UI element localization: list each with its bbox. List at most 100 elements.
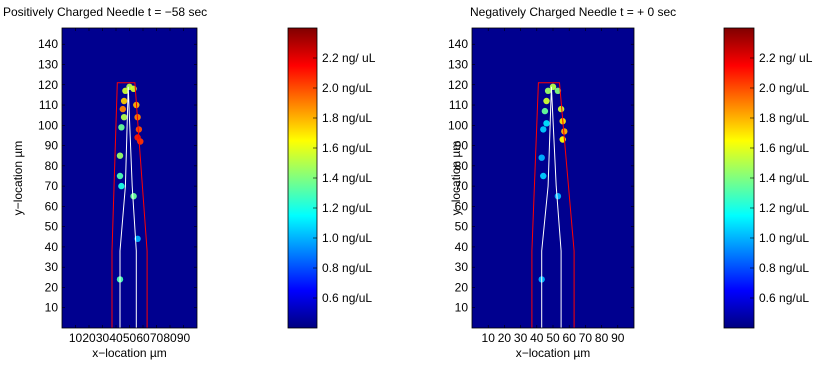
hotspot — [118, 124, 125, 131]
y-tick-label: 90 — [455, 139, 469, 153]
hotspot — [543, 120, 550, 127]
hotspot — [554, 193, 562, 200]
y-tick-label: 130 — [38, 57, 58, 71]
y-tick-label: 130 — [448, 57, 468, 71]
x-tick-label: 50 — [123, 331, 137, 345]
y-tick-label: 40 — [45, 240, 59, 254]
colorbar-tick-label: 2.0 ng/uL — [322, 81, 372, 95]
y-tick-label: 10 — [455, 301, 469, 315]
colorbar-tick-label: 1.0 ng/uL — [759, 231, 809, 245]
hotspot — [544, 87, 552, 95]
heatmap-background — [472, 28, 634, 328]
needle-centerline — [119, 86, 137, 328]
y-tick-label: 30 — [455, 260, 469, 274]
hotspot — [543, 97, 550, 105]
x-tick-label: 90 — [177, 331, 191, 345]
heatmap-layer — [111, 82, 148, 328]
hotspot — [120, 97, 128, 105]
hotspot — [541, 107, 549, 115]
colorbar-tick-label: 2.2 ng/ uL — [759, 51, 813, 65]
colorbar-tick-label: 1.6 ng/uL — [759, 141, 809, 155]
hotspot — [122, 87, 129, 95]
y-tick-label: 20 — [455, 280, 469, 294]
hotspot — [137, 138, 144, 145]
chart-title: Negatively Charged Needle t = + 0 sec — [470, 5, 676, 19]
x-tick-label: 20 — [82, 331, 96, 345]
colorbar-tick-label: 1.0 ng/uL — [322, 231, 372, 245]
x-tick-label: 30 — [514, 331, 528, 345]
y-tick-label: 50 — [45, 220, 59, 234]
y-tick-label: 50 — [455, 220, 469, 234]
needle-outline — [111, 82, 148, 328]
colorbar-tick-label: 1.4 ng/uL — [759, 171, 809, 185]
x-tick-label: 50 — [546, 331, 560, 345]
y-tick-label: 100 — [448, 118, 468, 132]
heatmap-layer — [531, 82, 575, 328]
y-tick-label: 120 — [448, 78, 468, 92]
y-tick-label: 80 — [455, 159, 469, 173]
y-tick-label: 60 — [45, 199, 59, 213]
y-tick-label: 100 — [38, 118, 58, 132]
y-axis-label: y−location µm — [11, 141, 25, 216]
colorbar-tick-label: 0.8 ng/uL — [759, 261, 809, 275]
y-tick-label: 70 — [45, 179, 59, 193]
hotspot — [118, 182, 125, 190]
hotspot — [135, 126, 143, 133]
y-tick-label: 60 — [455, 199, 469, 213]
hotspot — [540, 126, 547, 133]
y-tick-label: 70 — [455, 179, 469, 193]
heatmap-background — [62, 28, 197, 328]
x-tick-label: 90 — [611, 331, 625, 345]
colorbar-tick-label: 1.6 ng/uL — [322, 141, 372, 155]
y-axis-label: y−location µm — [449, 141, 463, 216]
hotspot — [119, 105, 127, 113]
x-tick-label: 60 — [563, 331, 577, 345]
x-tick-label: 10 — [69, 331, 83, 345]
colorbar-tick-label: 1.8 ng/uL — [322, 111, 372, 125]
y-tick-label: 110 — [449, 98, 468, 112]
x-tick-label: 60 — [136, 331, 150, 345]
hotspot — [554, 87, 562, 95]
x-tick-label: 70 — [150, 331, 164, 345]
chart-title: Positively Charged Needle t = −58 sec — [3, 5, 207, 19]
colorbar-tick-label: 0.6 ng/uL — [322, 291, 372, 305]
needle-centerline — [541, 86, 562, 328]
x-tick-label: 40 — [530, 331, 544, 345]
x-axis-label: x−location µm — [516, 346, 591, 360]
colorbar-tick-label: 0.6 ng/uL — [759, 291, 809, 305]
hotspot — [120, 114, 128, 121]
colorbar — [287, 27, 318, 329]
colorbar — [723, 27, 755, 329]
y-tick-label: 20 — [45, 280, 59, 294]
chart-2: Negatively Charged Needle t = + 0 sec102… — [448, 5, 813, 360]
colorbar-tick-label: 0.8 ng/uL — [322, 261, 372, 275]
x-tick-label: 70 — [579, 331, 593, 345]
needle-outline — [531, 82, 575, 328]
colorbar-tick-label: 1.2 ng/uL — [759, 201, 809, 215]
x-axis-label: x−location µm — [92, 346, 167, 360]
x-tick-label: 80 — [163, 331, 177, 345]
y-tick-label: 120 — [38, 78, 58, 92]
y-tick-label: 140 — [38, 37, 58, 51]
chart-1: Positively Charged Needle t = −58 sec102… — [3, 5, 376, 360]
y-tick-label: 10 — [45, 301, 59, 315]
y-tick-label: 40 — [455, 240, 469, 254]
colorbar-tick-label: 2.2 ng/ uL — [322, 51, 376, 65]
colorbar-tick-label: 1.8 ng/uL — [759, 111, 809, 125]
colorbar-tick-label: 2.0 ng/uL — [759, 81, 809, 95]
y-tick-label: 90 — [45, 139, 59, 153]
y-tick-label: 110 — [39, 98, 58, 112]
y-tick-label: 30 — [45, 260, 59, 274]
x-tick-label: 80 — [595, 331, 609, 345]
x-tick-label: 20 — [498, 331, 512, 345]
hotspot — [538, 154, 545, 161]
x-tick-label: 30 — [96, 331, 110, 345]
hotspot — [116, 152, 124, 159]
y-tick-label: 80 — [45, 159, 59, 173]
hotspot — [557, 105, 565, 113]
x-tick-label: 10 — [482, 331, 496, 345]
colorbar-tick-label: 1.2 ng/uL — [322, 201, 372, 215]
hotspot — [540, 172, 547, 180]
hotspot — [561, 128, 568, 135]
